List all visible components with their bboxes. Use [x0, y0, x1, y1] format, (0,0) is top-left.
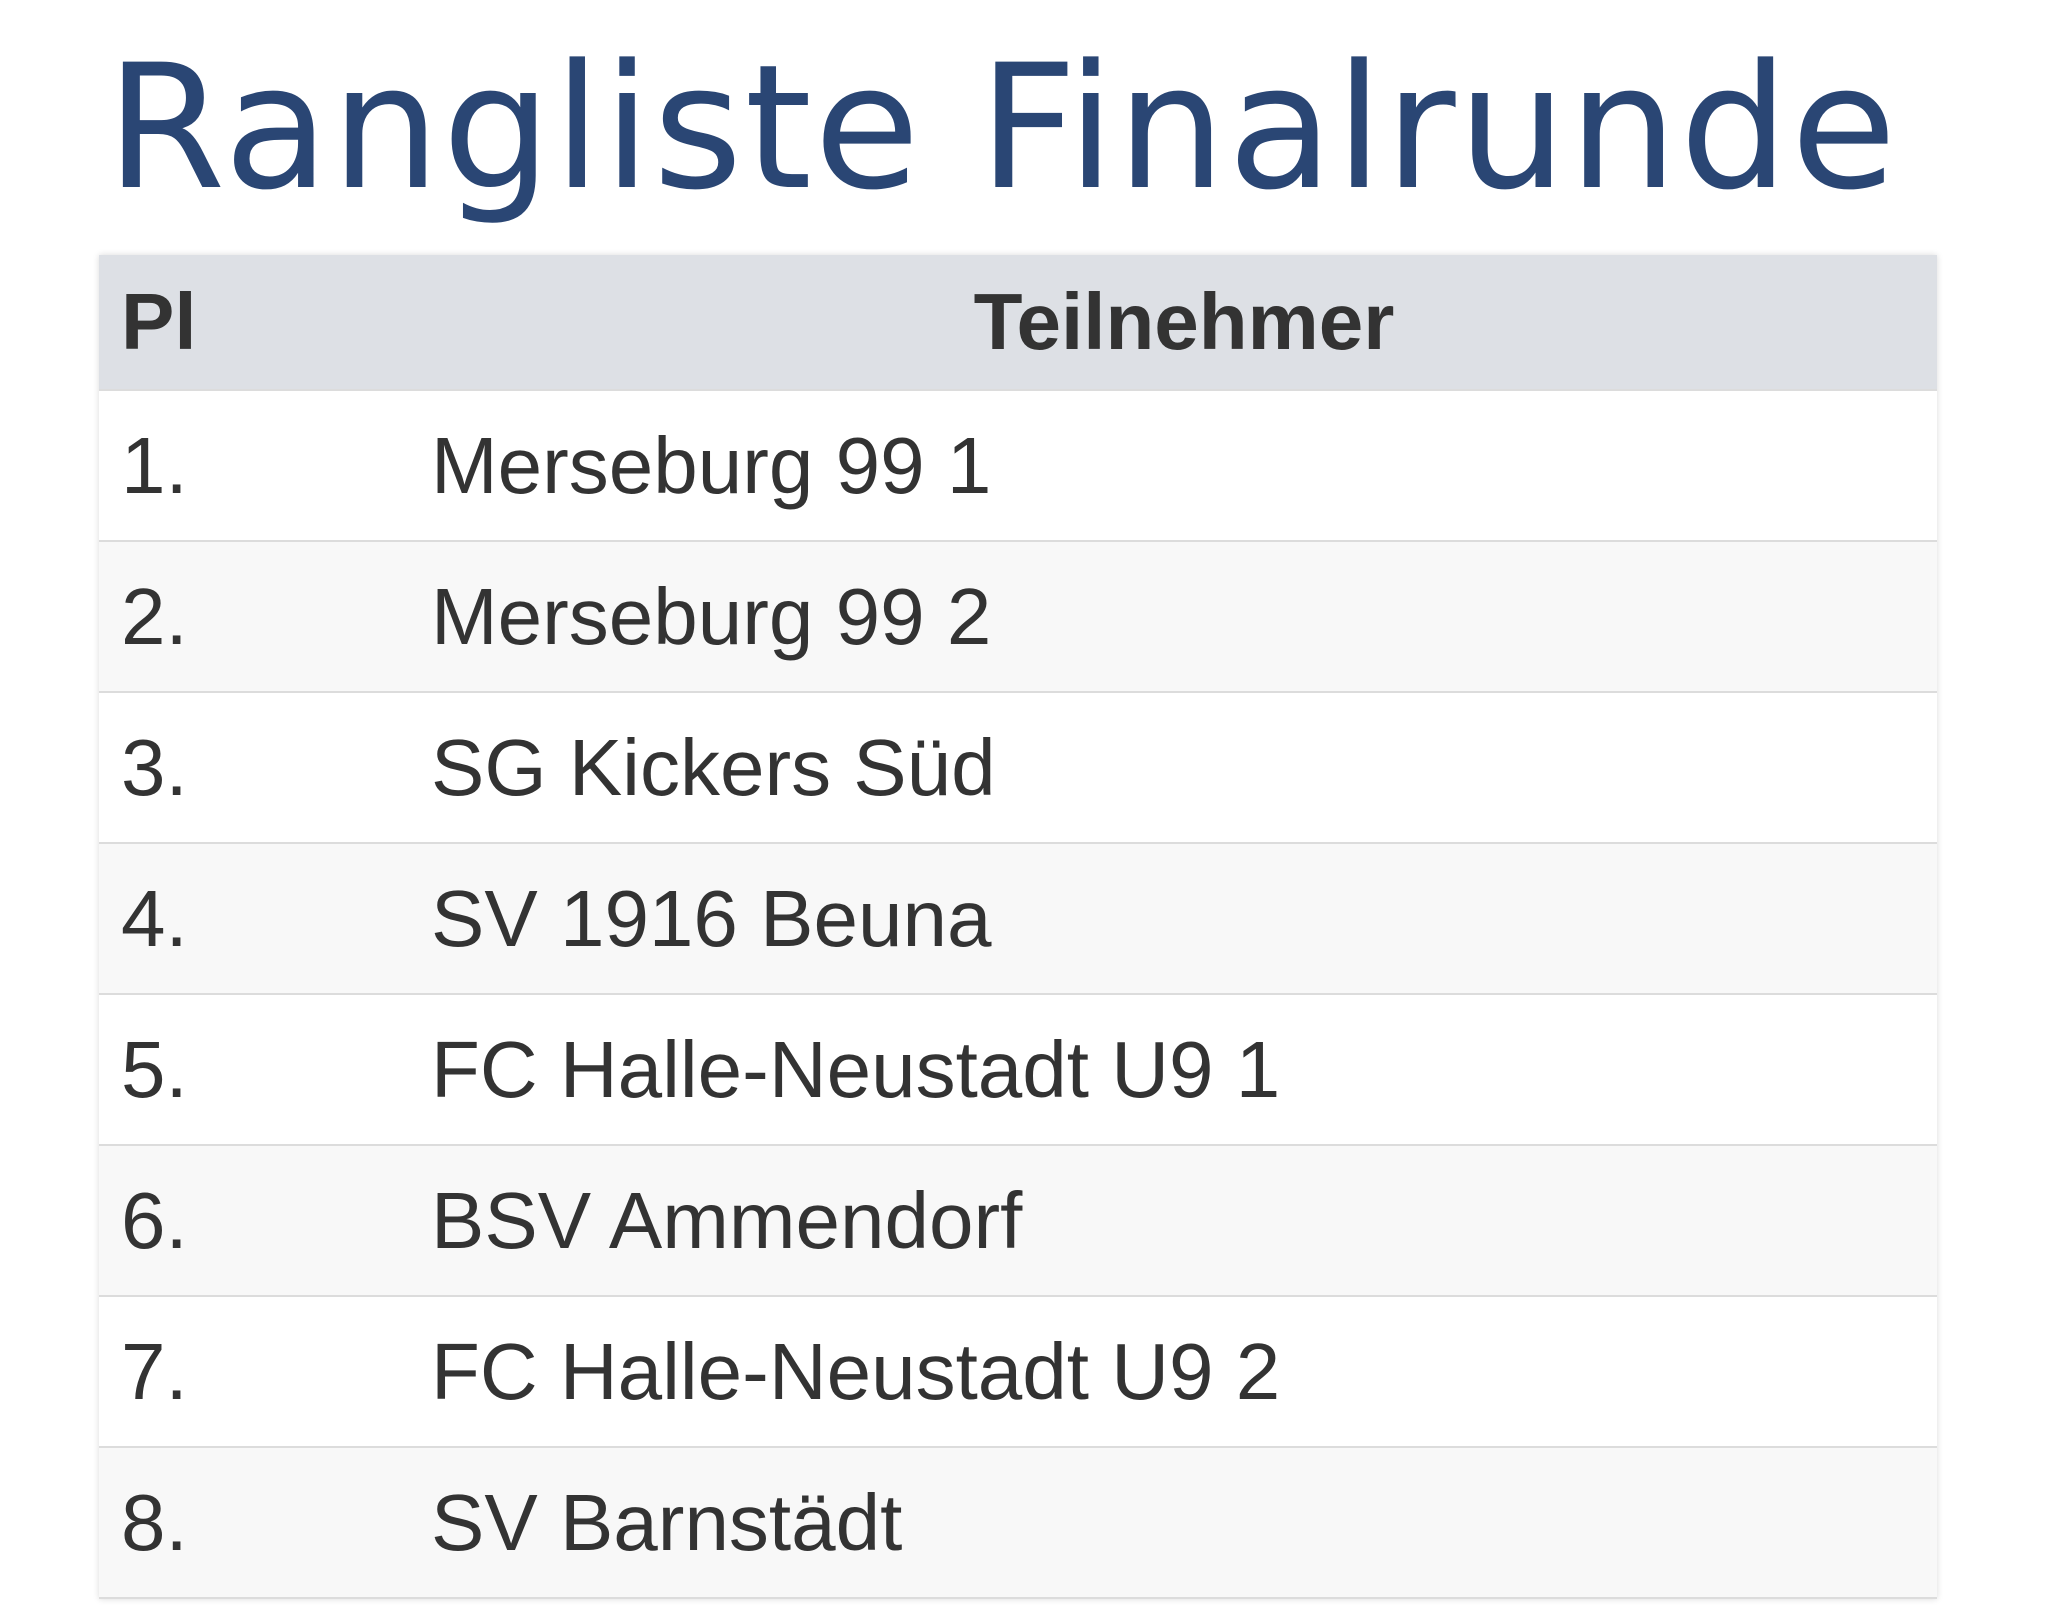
team-cell: SG Kickers Süd	[409, 691, 1937, 843]
table-row: 2. Merseburg 99 2	[99, 540, 1937, 692]
header-row: Pl Teilnehmer	[99, 255, 1937, 390]
table-row: 8. SV Barnstädt	[99, 1446, 1937, 1599]
team-cell: Merseburg 99 2	[409, 540, 1937, 692]
team-cell: FC Halle-Neustadt U9 1	[409, 993, 1937, 1145]
table-row: 4. SV 1916 Beuna	[99, 842, 1937, 994]
rank-cell: 7.	[99, 1295, 409, 1447]
rank-cell: 8.	[99, 1446, 409, 1599]
rank-cell: 2.	[99, 540, 409, 692]
rank-cell: 4.	[99, 842, 409, 994]
table-body: 1. Merseburg 99 1 2. Merseburg 99 2 3. SG Kic…	[99, 389, 1937, 1599]
page-title: Rangliste Finalrunde	[106, 27, 1899, 228]
table-row: 1. Merseburg 99 1	[99, 389, 1937, 541]
table-row: 6. BSV Ammendorf	[99, 1144, 1937, 1296]
column-header: Pl	[99, 255, 409, 390]
rank-cell: 6.	[99, 1144, 409, 1296]
table-row: 5. FC Halle-Neustadt U9 1	[99, 993, 1937, 1145]
column-header: Teilnehmer	[409, 255, 1937, 390]
table-row: 7. FC Halle-Neustadt U9 2	[99, 1295, 1937, 1447]
ranking-table: Pl Teilnehmer 1. Merseburg 99 1 2. Mersebur…	[99, 255, 1937, 1599]
rank-cell: 3.	[99, 691, 409, 843]
rank-cell: 1.	[99, 389, 409, 541]
team-cell: SV Barnstädt	[409, 1446, 1937, 1599]
rank-cell: 5.	[99, 993, 409, 1145]
team-cell: BSV Ammendorf	[409, 1144, 1937, 1296]
team-cell: FC Halle-Neustadt U9 2	[409, 1295, 1937, 1447]
team-cell: SV 1916 Beuna	[409, 842, 1937, 994]
table-row: 3. SG Kickers Süd	[99, 691, 1937, 843]
team-cell: Merseburg 99 1	[409, 389, 1937, 541]
